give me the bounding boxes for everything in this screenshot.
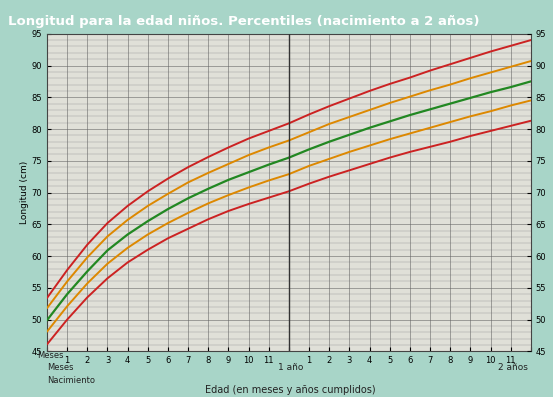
- Text: Longitud para la edad niños. Percentiles (nacimiento a 2 años): Longitud para la edad niños. Percentiles…: [8, 15, 480, 28]
- Text: Meses: Meses: [47, 363, 74, 372]
- Text: Nacimiento: Nacimiento: [47, 376, 95, 385]
- Y-axis label: Longitud (cm): Longitud (cm): [20, 161, 29, 224]
- Text: 2 años: 2 años: [498, 363, 528, 372]
- Text: Meses: Meses: [37, 351, 64, 360]
- Text: 1 año: 1 año: [278, 363, 303, 372]
- Text: Edad (en meses y años cumplidos): Edad (en meses y años cumplidos): [205, 385, 375, 395]
